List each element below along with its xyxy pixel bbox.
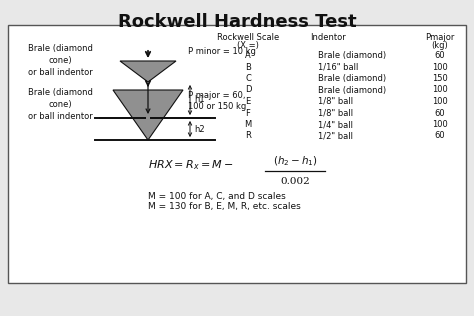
Text: B: B bbox=[245, 63, 251, 71]
Text: 1/16" ball: 1/16" ball bbox=[318, 63, 358, 71]
Text: M: M bbox=[245, 120, 252, 129]
Text: 1/8" ball: 1/8" ball bbox=[318, 97, 353, 106]
Text: M = 100 for A, C, and D scales: M = 100 for A, C, and D scales bbox=[148, 191, 286, 200]
Text: F: F bbox=[246, 108, 250, 118]
Polygon shape bbox=[120, 61, 176, 82]
Text: A: A bbox=[245, 51, 251, 60]
Text: Pmajor: Pmajor bbox=[425, 33, 455, 42]
Text: Brale (diamond
cone)
or ball indentor: Brale (diamond cone) or ball indentor bbox=[27, 44, 92, 76]
Text: Rockwell Scale: Rockwell Scale bbox=[217, 33, 279, 42]
Text: h2: h2 bbox=[194, 125, 205, 133]
Text: M = 130 for B, E, M, R, etc. scales: M = 130 for B, E, M, R, etc. scales bbox=[148, 203, 301, 211]
Text: (kg): (kg) bbox=[432, 41, 448, 50]
Bar bbox=[8, 25, 466, 283]
Text: $(h_2 - h_1)$: $(h_2 - h_1)$ bbox=[273, 154, 318, 168]
Text: Brale (diamond): Brale (diamond) bbox=[318, 74, 386, 83]
Text: 0.002: 0.002 bbox=[280, 177, 310, 185]
Text: 150: 150 bbox=[432, 74, 448, 83]
Text: 60: 60 bbox=[435, 108, 445, 118]
Text: D: D bbox=[245, 86, 251, 94]
Text: $\mathit{HRX} = R_x = M -$: $\mathit{HRX} = R_x = M -$ bbox=[148, 158, 234, 172]
Text: Brale (diamond
cone)
or ball indentor: Brale (diamond cone) or ball indentor bbox=[27, 88, 92, 121]
Text: 60: 60 bbox=[435, 131, 445, 141]
Text: Brale (diamond): Brale (diamond) bbox=[318, 51, 386, 60]
Text: (X =): (X =) bbox=[237, 41, 259, 50]
Text: 100: 100 bbox=[432, 86, 448, 94]
Text: C: C bbox=[245, 74, 251, 83]
Text: 60: 60 bbox=[435, 51, 445, 60]
Text: Rockwell Hardness Test: Rockwell Hardness Test bbox=[118, 13, 356, 31]
Text: 100: 100 bbox=[432, 120, 448, 129]
Text: R: R bbox=[245, 131, 251, 141]
Text: 1/8" ball: 1/8" ball bbox=[318, 108, 353, 118]
Text: 1/4" ball: 1/4" ball bbox=[318, 120, 353, 129]
Text: 100: 100 bbox=[432, 63, 448, 71]
Text: Brale (diamond): Brale (diamond) bbox=[318, 86, 386, 94]
Polygon shape bbox=[113, 90, 183, 140]
Text: P major = 60,
100 or 150 kg: P major = 60, 100 or 150 kg bbox=[188, 91, 246, 112]
Text: 100: 100 bbox=[432, 97, 448, 106]
Text: h1: h1 bbox=[194, 95, 205, 105]
Text: 1/2" ball: 1/2" ball bbox=[318, 131, 353, 141]
Text: P minor = 10 kg: P minor = 10 kg bbox=[188, 46, 256, 56]
Text: Indentor: Indentor bbox=[310, 33, 346, 42]
Text: E: E bbox=[246, 97, 251, 106]
